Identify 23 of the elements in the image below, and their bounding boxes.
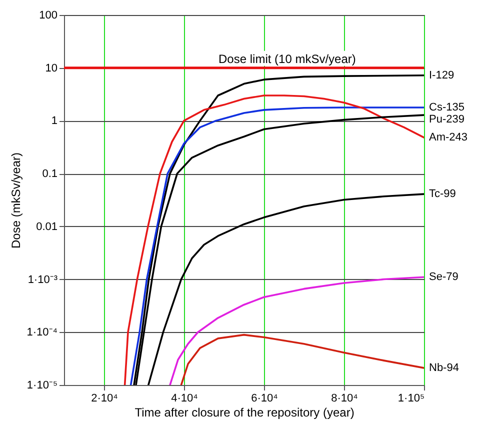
y-tick-label: 100 — [39, 10, 58, 22]
series-label: Pu-239 — [429, 113, 464, 126]
x-tick-label: 4·10⁴ — [171, 392, 198, 404]
series-label: Se-79 — [429, 271, 458, 284]
y-tick-label: 0.1 — [42, 168, 58, 180]
x-tick-label: 6·10⁴ — [251, 392, 278, 404]
x-axis-title: Time after closure of the repository (year) — [134, 406, 354, 420]
x-tick-label: 8·10⁴ — [331, 392, 358, 404]
y-tick-label: 1·10⁻⁴ — [26, 326, 58, 339]
y-tick-label: 10 — [45, 62, 58, 74]
y-tick-label: 1·10⁻⁵ — [26, 380, 58, 392]
x-tick-label: 1·10⁵ — [398, 392, 424, 404]
y-axis-title: Dose (mkSv/year) — [8, 152, 23, 249]
series-label: Cs-135 — [429, 101, 464, 114]
series-label: Nb-94 — [429, 362, 459, 374]
series-label: Tc-99 — [429, 188, 456, 200]
series-label: Am-243 — [429, 132, 468, 144]
x-tick-label: 2·10⁴ — [91, 392, 118, 404]
y-tick-label: 1·10⁻³ — [28, 274, 58, 286]
y-tick-label: 1 — [51, 115, 58, 128]
series-label: I-129 — [429, 69, 454, 82]
y-tick-label: 0.01 — [36, 220, 58, 233]
ref-line-label: Dose limit (10 mkSv/year) — [218, 52, 356, 66]
